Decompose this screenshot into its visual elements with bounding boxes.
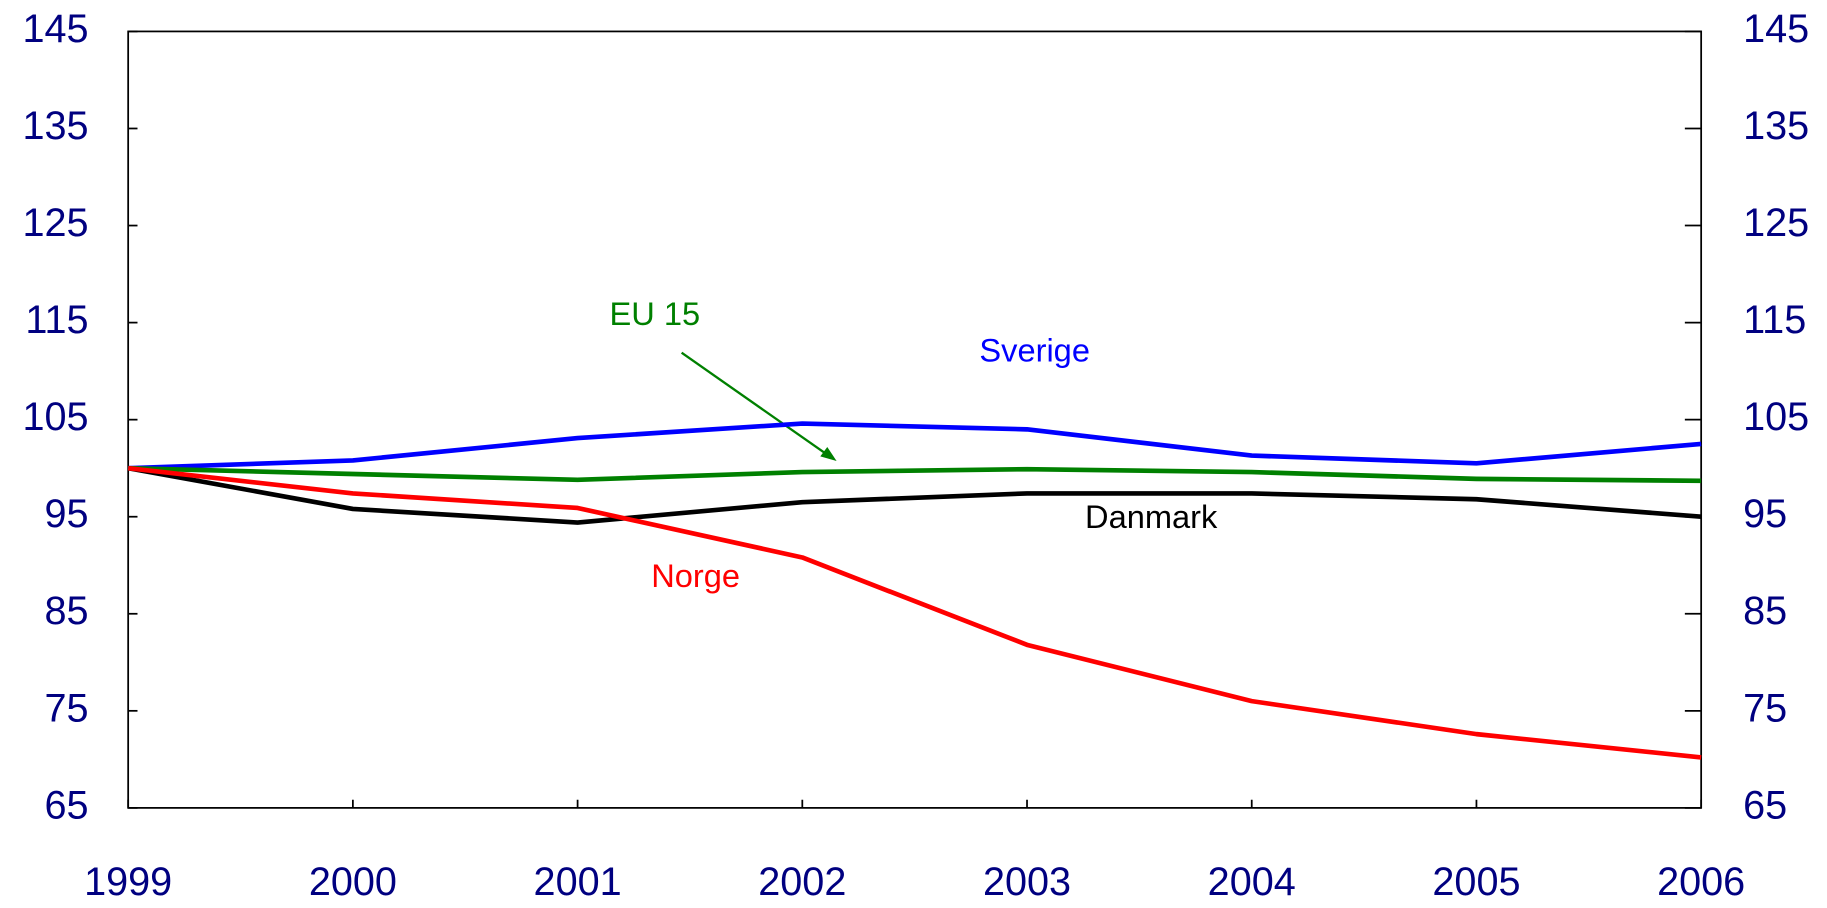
series-label: Sverige — [979, 331, 1090, 368]
y2-tick-label: 135 — [1743, 104, 1809, 148]
x-tick-label: 2006 — [1657, 860, 1745, 904]
x-tick-label: 2002 — [758, 860, 846, 904]
y-tick-label: 105 — [22, 395, 88, 439]
series-label: Norge — [651, 557, 740, 594]
x-tick-label: 1999 — [84, 860, 172, 904]
series-label: Danmark — [1085, 498, 1218, 535]
y-tick-label: 135 — [22, 104, 88, 148]
x-tick-label: 2000 — [309, 860, 397, 904]
y-tick-label: 115 — [25, 298, 88, 342]
y2-tick-label: 65 — [1743, 783, 1787, 827]
arrow-head — [820, 447, 837, 461]
series-line — [128, 465, 1702, 484]
y-tick-label: 75 — [45, 686, 89, 730]
y2-tick-label: 75 — [1743, 686, 1787, 730]
series-line — [127, 465, 1702, 760]
series-line — [127, 465, 1702, 525]
series-label: EU 15 — [610, 295, 701, 332]
x-tick-label: 2005 — [1432, 860, 1520, 904]
y2-tick-label: 95 — [1743, 492, 1787, 536]
x-tick-label: 2003 — [983, 860, 1071, 904]
y-tick-label: 65 — [45, 783, 89, 827]
y2-tick-label: 115 — [1743, 298, 1806, 342]
series-line — [128, 421, 1702, 471]
y2-tick-label: 85 — [1743, 589, 1787, 633]
y-tick-label: 145 — [22, 7, 88, 51]
x-tick-label: 2004 — [1208, 860, 1296, 904]
y2-tick-label: 105 — [1743, 395, 1809, 439]
y2-tick-label: 125 — [1743, 201, 1809, 245]
plot-frame — [127, 30, 1703, 809]
x-tick-label: 2001 — [534, 860, 622, 904]
annotation-arrow — [680, 351, 831, 458]
y-tick-label: 85 — [45, 589, 89, 633]
y-tick-label: 95 — [45, 492, 89, 536]
y-tick-label: 125 — [22, 201, 88, 245]
y2-tick-label: 145 — [1743, 7, 1809, 51]
